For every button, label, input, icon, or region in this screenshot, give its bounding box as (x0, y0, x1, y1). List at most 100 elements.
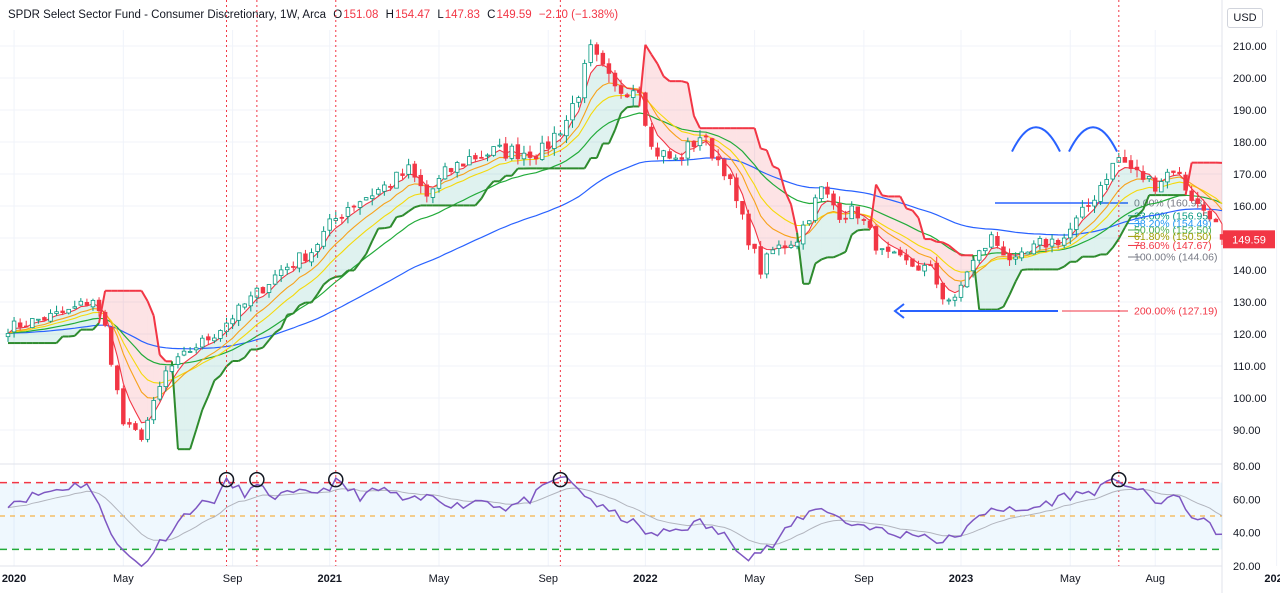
candle (448, 167, 454, 175)
candle (339, 214, 345, 224)
candle-body (133, 423, 138, 430)
stop-band-fill (481, 158, 488, 199)
candle (230, 314, 235, 329)
stop-band-fill (305, 258, 312, 303)
stop-band-fill (341, 217, 348, 277)
candle-body (90, 299, 96, 308)
symbol-title[interactable]: SPDR Select Sector Fund - Consumer Discr… (8, 9, 327, 21)
candle-body (36, 318, 41, 321)
candle-body (1098, 185, 1103, 202)
candle-body (11, 320, 17, 333)
candle-body (728, 174, 733, 179)
candle (904, 249, 909, 265)
trailing-stop-segment (316, 284, 325, 295)
time-axis-label: Sep (854, 573, 874, 585)
candle-body (770, 249, 776, 255)
low-label: L (437, 9, 444, 21)
stop-band-fill (329, 227, 336, 280)
candle-body (983, 247, 988, 252)
close-value: 149.59 (496, 9, 532, 21)
candle-body (643, 92, 648, 126)
candle (594, 42, 600, 62)
candle (898, 246, 903, 257)
trailing-stop-segment (353, 261, 361, 272)
candle-body (922, 264, 927, 272)
fib-level-label: 23.60% (156.95) (1134, 210, 1212, 222)
candle (36, 318, 41, 324)
candle-body (17, 322, 23, 328)
candle-body (928, 264, 933, 267)
stop-band-fill (760, 148, 767, 250)
candle-body (813, 197, 818, 221)
candle-body (1146, 175, 1152, 180)
candle (879, 248, 885, 256)
trailing-stop-segment (335, 275, 342, 278)
trailing-stop-segment (1136, 209, 1144, 217)
candle (649, 123, 654, 150)
candle (758, 240, 763, 279)
candle-body (442, 166, 448, 180)
time-axis-label: 2022 (633, 573, 657, 585)
candle-body (54, 311, 59, 314)
candle-body (272, 274, 278, 285)
stop-band-fill (924, 239, 931, 265)
candle-body (503, 143, 508, 159)
candle-body (5, 333, 11, 338)
candle-body (691, 140, 697, 147)
candle (1061, 233, 1067, 249)
candle (552, 126, 557, 156)
candle (139, 427, 144, 442)
candle (819, 186, 824, 202)
fib-level-label: 78.60% (147.67) (1134, 240, 1212, 252)
stop-band-fill (396, 179, 403, 218)
candle (406, 158, 411, 179)
trailing-stop-segment (899, 195, 908, 209)
trailing-stop-segment (936, 240, 943, 244)
stop-band-fill (196, 347, 203, 430)
candle-body (515, 144, 521, 160)
candle-body (430, 188, 436, 198)
candle-body (406, 164, 411, 175)
candle (582, 59, 587, 104)
trailing-stop-segment (292, 304, 301, 315)
candle (1074, 215, 1079, 237)
candle-body (357, 201, 363, 208)
stop-band-fill (281, 274, 288, 329)
candle-body (546, 141, 551, 149)
candle-body (958, 284, 964, 298)
stop-band-fill (1045, 243, 1053, 270)
candle-body (509, 145, 515, 159)
candle-body (163, 370, 169, 387)
candle-body (1201, 204, 1207, 211)
trailing-stop-segment (1063, 260, 1071, 268)
close-label: C (487, 9, 496, 21)
stop-band-fill (1137, 168, 1144, 216)
candle (206, 333, 211, 345)
candle (1183, 171, 1188, 191)
candle (588, 39, 593, 67)
candle (1068, 222, 1073, 245)
candle (885, 241, 891, 259)
price-axis-label: 90.00 (1233, 425, 1261, 437)
candle-body (964, 271, 970, 288)
candle-body (461, 163, 466, 167)
rsi-axis-label: 40.00 (1233, 528, 1261, 540)
candle-body (236, 304, 241, 321)
candle-body (527, 151, 533, 158)
rsi-line (7, 476, 1223, 568)
time-axis-label: 2024 (1264, 573, 1280, 585)
head-arc-right (1068, 126, 1118, 153)
candle-body (673, 157, 678, 160)
currency-button[interactable]: USD (1227, 8, 1263, 28)
candle-body (685, 141, 691, 159)
stop-band-fill (651, 54, 658, 136)
stop-band-fill (906, 208, 913, 260)
trailing-stop-segment (474, 197, 483, 207)
candle-body (369, 195, 375, 199)
trailing-stop-segment (195, 409, 204, 431)
trailing-stop-segment (1111, 238, 1120, 249)
candle (181, 346, 187, 357)
candle (436, 174, 442, 193)
stop-band-fill (675, 81, 682, 155)
